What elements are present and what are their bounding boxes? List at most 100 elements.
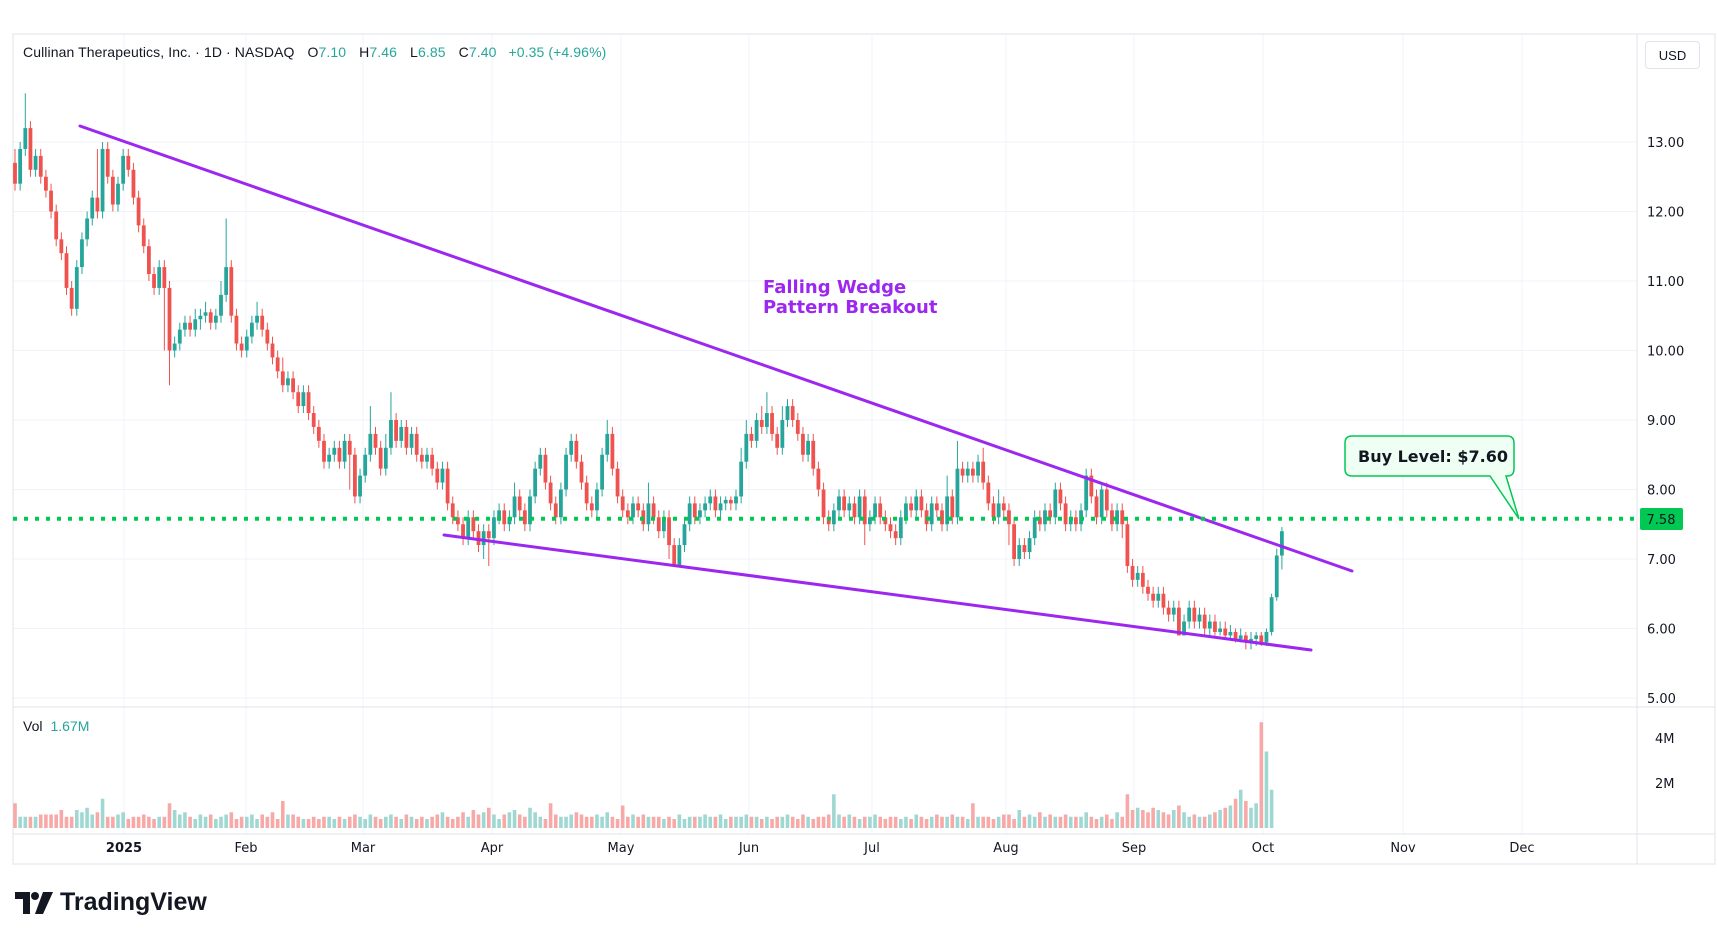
volume-bar	[75, 810, 79, 828]
candle-body	[275, 357, 280, 372]
volume-bar	[64, 816, 69, 828]
candle-body	[1223, 628, 1228, 636]
low-value: 6.85	[417, 44, 446, 60]
volume-bar	[713, 816, 718, 828]
candle-body	[718, 503, 723, 511]
candle-body	[708, 496, 713, 504]
volume-bar	[723, 819, 728, 828]
candle-body	[213, 315, 218, 323]
last-price-marker: 7.58	[1640, 508, 1683, 530]
volume-bar	[384, 816, 388, 828]
candle-body	[126, 155, 131, 170]
volume-bar	[260, 814, 264, 828]
candle-body	[337, 447, 342, 462]
volume-bar	[1032, 816, 1037, 828]
volume-bar	[121, 812, 125, 828]
candle-body	[543, 454, 548, 483]
candle-body	[883, 517, 888, 525]
candle-body	[770, 413, 774, 434]
candle-body	[358, 475, 362, 497]
candle-body	[342, 440, 347, 462]
volume-bar	[1105, 814, 1109, 828]
time-label: May	[608, 841, 635, 856]
volume-bar	[796, 819, 800, 828]
candle-body	[795, 420, 800, 434]
volume-bar	[656, 816, 661, 828]
volume-bar	[1254, 803, 1258, 828]
candle-body	[147, 246, 151, 275]
volume-bar	[960, 816, 965, 828]
candle-body	[1084, 475, 1089, 511]
volume-bar	[620, 805, 625, 828]
volume-bar	[224, 814, 228, 828]
candle-body	[430, 454, 435, 469]
volume-bar	[976, 816, 980, 828]
candle-body	[667, 517, 671, 546]
price-tick-label: 7.00	[1647, 553, 1676, 568]
volume-bar	[13, 803, 17, 828]
volume-bar	[708, 816, 713, 828]
tradingview-logo[interactable]: TradingView	[15, 888, 207, 917]
candle-body	[1243, 635, 1248, 643]
candle-body	[991, 503, 996, 518]
volume-bar	[564, 816, 568, 828]
volume-bar	[167, 803, 172, 828]
candle-body	[1171, 607, 1176, 615]
candle-body	[512, 496, 517, 518]
change-value: +0.35 (+4.96%)	[508, 44, 607, 60]
candle-body	[919, 496, 924, 511]
candle-body	[1063, 503, 1068, 525]
volume-bar	[1218, 810, 1222, 828]
candle-body	[862, 496, 867, 525]
candle-body	[826, 517, 831, 525]
volume-bar	[188, 816, 192, 828]
candle-body	[347, 440, 352, 455]
volume-bar	[502, 814, 507, 828]
candle-body	[301, 392, 306, 407]
volume-bar	[59, 810, 64, 828]
candlesticks	[13, 93, 1284, 650]
candle-body	[270, 343, 275, 358]
time-label: Oct	[1252, 841, 1274, 856]
candle-body	[1233, 631, 1238, 639]
volume-bar	[105, 816, 110, 828]
time-label: 2025	[106, 841, 142, 856]
volume-bar	[729, 816, 733, 828]
volume-bar	[600, 816, 604, 828]
candle-body	[1135, 572, 1140, 580]
volume-bar	[1213, 812, 1217, 828]
volume-bar	[28, 816, 33, 828]
volume-bar	[698, 816, 702, 828]
volume-bar	[54, 814, 58, 828]
candle-body	[821, 489, 826, 518]
volume-bar	[353, 814, 357, 828]
volume-bar	[141, 814, 146, 828]
volume-bar	[136, 816, 141, 828]
candle-body	[311, 413, 316, 427]
volume-bar	[1208, 814, 1212, 828]
volume-bar	[404, 814, 409, 828]
volume-bar	[1007, 814, 1011, 828]
volume-bar	[873, 814, 877, 828]
volume-label-name: Vol	[23, 718, 43, 734]
volume-bar	[286, 814, 290, 828]
candle-body	[28, 128, 33, 170]
candle-body	[960, 468, 965, 476]
volume-bar	[528, 807, 532, 828]
candle-body	[414, 433, 419, 455]
candle-body	[95, 197, 100, 212]
candle-body	[1264, 631, 1269, 643]
volume-bar	[1151, 807, 1155, 828]
candle-body	[368, 433, 373, 455]
volume-bar	[991, 819, 996, 828]
candle-body	[682, 524, 687, 546]
candle-body	[1280, 531, 1284, 556]
candle-body	[559, 489, 563, 518]
volume-bar	[1022, 816, 1027, 828]
volume-bar	[234, 819, 239, 828]
volume-bar	[90, 814, 95, 828]
volume-bar	[296, 816, 301, 828]
volume-bar	[569, 814, 573, 828]
currency-button[interactable]: USD	[1645, 41, 1700, 69]
volume-bar	[1130, 810, 1135, 828]
